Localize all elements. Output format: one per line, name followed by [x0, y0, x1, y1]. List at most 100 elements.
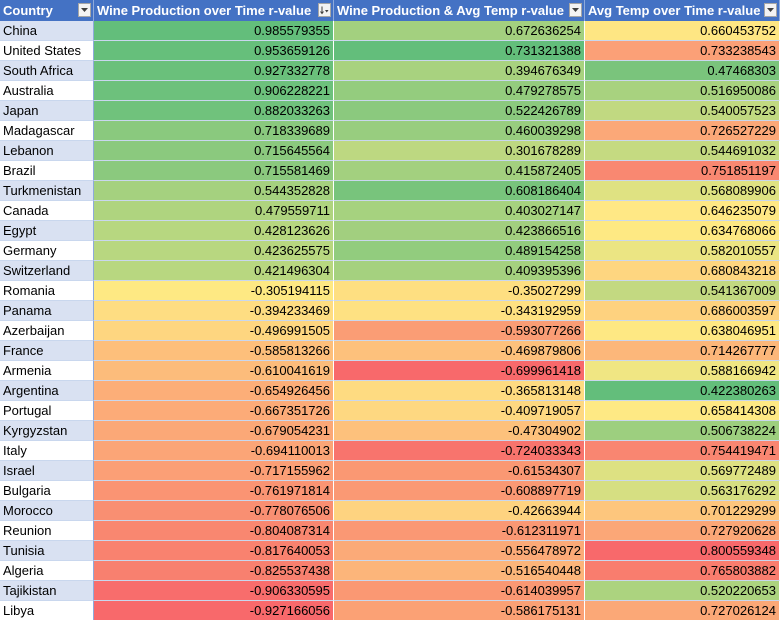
country-cell[interactable]: Italy	[0, 441, 94, 461]
avg-temp-over-time-cell[interactable]: 0.506738224	[585, 421, 780, 441]
wine-production-over-time-cell[interactable]: -0.496991505	[94, 321, 334, 341]
avg-temp-over-time-cell[interactable]: 0.727920628	[585, 521, 780, 541]
country-cell[interactable]: Brazil	[0, 161, 94, 181]
wine-production-avg-temp-cell[interactable]: 0.301678289	[334, 141, 585, 161]
wine-production-over-time-cell[interactable]: 0.718339689	[94, 121, 334, 141]
avg-temp-over-time-cell[interactable]: 0.634768066	[585, 221, 780, 241]
wine-production-over-time-cell[interactable]: 0.953659126	[94, 41, 334, 61]
wine-production-avg-temp-cell[interactable]: -0.47304902	[334, 421, 585, 441]
country-cell[interactable]: Tunisia	[0, 541, 94, 561]
avg-temp-over-time-cell[interactable]: 0.726527229	[585, 121, 780, 141]
wine-production-avg-temp-cell[interactable]: -0.724033343	[334, 441, 585, 461]
wine-production-over-time-cell[interactable]: -0.927166056	[94, 601, 334, 620]
country-cell[interactable]: Germany	[0, 241, 94, 261]
wine-production-avg-temp-cell[interactable]: -0.556478972	[334, 541, 585, 561]
wine-production-over-time-cell[interactable]: -0.761971814	[94, 481, 334, 501]
wine-production-over-time-cell[interactable]: 0.428123626	[94, 221, 334, 241]
wine-production-avg-temp-cell[interactable]: 0.409395396	[334, 261, 585, 281]
avg-temp-over-time-cell[interactable]: 0.569772489	[585, 461, 780, 481]
filter-dropdown-icon[interactable]	[78, 3, 91, 17]
avg-temp-over-time-cell[interactable]: 0.686003597	[585, 301, 780, 321]
wine-production-avg-temp-cell[interactable]: -0.612311971	[334, 521, 585, 541]
country-cell[interactable]: Bulgaria	[0, 481, 94, 501]
wine-production-over-time-cell[interactable]: -0.906330595	[94, 581, 334, 601]
wine-production-avg-temp-cell[interactable]: 0.423866516	[334, 221, 585, 241]
sort-descending-filter-icon[interactable]	[318, 3, 331, 17]
wine-production-over-time-cell[interactable]: 0.544352828	[94, 181, 334, 201]
country-cell[interactable]: Armenia	[0, 361, 94, 381]
wine-production-over-time-cell[interactable]: -0.679054231	[94, 421, 334, 441]
avg-temp-over-time-cell[interactable]: 0.646235079	[585, 201, 780, 221]
avg-temp-over-time-cell[interactable]: 0.520220653	[585, 581, 780, 601]
country-cell[interactable]: Tajikistan	[0, 581, 94, 601]
avg-temp-over-time-cell[interactable]: 0.658414308	[585, 401, 780, 421]
wine-production-over-time-cell[interactable]: -0.610041619	[94, 361, 334, 381]
country-cell[interactable]: Argentina	[0, 381, 94, 401]
wine-production-avg-temp-cell[interactable]: -0.699961418	[334, 361, 585, 381]
country-cell[interactable]: China	[0, 21, 94, 41]
wine-production-over-time-cell[interactable]: -0.394233469	[94, 301, 334, 321]
wine-production-avg-temp-cell[interactable]: -0.365813148	[334, 381, 585, 401]
wine-production-over-time-cell[interactable]: 0.715581469	[94, 161, 334, 181]
country-cell[interactable]: Algeria	[0, 561, 94, 581]
country-cell[interactable]: Lebanon	[0, 141, 94, 161]
header-wine-production-avg-temp[interactable]: Wine Production & Avg Temp r-value	[334, 0, 585, 21]
avg-temp-over-time-cell[interactable]: 0.765803882	[585, 561, 780, 581]
wine-production-avg-temp-cell[interactable]: 0.489154258	[334, 241, 585, 261]
avg-temp-over-time-cell[interactable]: 0.540057523	[585, 101, 780, 121]
header-avg-temp-over-time[interactable]: Avg Temp over Time r-value	[585, 0, 780, 21]
wine-production-avg-temp-cell[interactable]: 0.403027147	[334, 201, 585, 221]
wine-production-over-time-cell[interactable]: -0.717155962	[94, 461, 334, 481]
wine-production-avg-temp-cell[interactable]: -0.409719057	[334, 401, 585, 421]
wine-production-avg-temp-cell[interactable]: -0.343192959	[334, 301, 585, 321]
wine-production-avg-temp-cell[interactable]: -0.35027299	[334, 281, 585, 301]
wine-production-avg-temp-cell[interactable]: 0.672636254	[334, 21, 585, 41]
header-wine-production-over-time[interactable]: Wine Production over Time r-value	[94, 0, 334, 21]
wine-production-avg-temp-cell[interactable]: -0.42663944	[334, 501, 585, 521]
avg-temp-over-time-cell[interactable]: 0.422380263	[585, 381, 780, 401]
header-country[interactable]: Country	[0, 0, 94, 21]
wine-production-over-time-cell[interactable]: -0.585813266	[94, 341, 334, 361]
avg-temp-over-time-cell[interactable]: 0.660453752	[585, 21, 780, 41]
avg-temp-over-time-cell[interactable]: 0.751851197	[585, 161, 780, 181]
avg-temp-over-time-cell[interactable]: 0.588166942	[585, 361, 780, 381]
country-cell[interactable]: Libya	[0, 601, 94, 620]
country-cell[interactable]: Australia	[0, 81, 94, 101]
wine-production-over-time-cell[interactable]: -0.817640053	[94, 541, 334, 561]
avg-temp-over-time-cell[interactable]: 0.800559348	[585, 541, 780, 561]
avg-temp-over-time-cell[interactable]: 0.582010557	[585, 241, 780, 261]
avg-temp-over-time-cell[interactable]: 0.727026124	[585, 601, 780, 620]
country-cell[interactable]: Egypt	[0, 221, 94, 241]
wine-production-over-time-cell[interactable]: -0.694110013	[94, 441, 334, 461]
country-cell[interactable]: France	[0, 341, 94, 361]
country-cell[interactable]: Portugal	[0, 401, 94, 421]
avg-temp-over-time-cell[interactable]: 0.516950086	[585, 81, 780, 101]
wine-production-avg-temp-cell[interactable]: 0.608186404	[334, 181, 585, 201]
avg-temp-over-time-cell[interactable]: 0.541367009	[585, 281, 780, 301]
wine-production-over-time-cell[interactable]: 0.906228221	[94, 81, 334, 101]
wine-production-over-time-cell[interactable]: 0.882033263	[94, 101, 334, 121]
avg-temp-over-time-cell[interactable]: 0.563176292	[585, 481, 780, 501]
wine-production-avg-temp-cell[interactable]: -0.516540448	[334, 561, 585, 581]
wine-production-over-time-cell[interactable]: 0.421496304	[94, 261, 334, 281]
wine-production-avg-temp-cell[interactable]: 0.394676349	[334, 61, 585, 81]
wine-production-over-time-cell[interactable]: 0.715645564	[94, 141, 334, 161]
avg-temp-over-time-cell[interactable]: 0.544691032	[585, 141, 780, 161]
wine-production-over-time-cell[interactable]: 0.927332778	[94, 61, 334, 81]
wine-production-avg-temp-cell[interactable]: 0.415872405	[334, 161, 585, 181]
avg-temp-over-time-cell[interactable]: 0.638046951	[585, 321, 780, 341]
country-cell[interactable]: Kyrgyzstan	[0, 421, 94, 441]
wine-production-over-time-cell[interactable]: -0.825537438	[94, 561, 334, 581]
wine-production-avg-temp-cell[interactable]: -0.586175131	[334, 601, 585, 620]
avg-temp-over-time-cell[interactable]: 0.754419471	[585, 441, 780, 461]
wine-production-over-time-cell[interactable]: 0.479559711	[94, 201, 334, 221]
country-cell[interactable]: Panama	[0, 301, 94, 321]
avg-temp-over-time-cell[interactable]: 0.47468303	[585, 61, 780, 81]
country-cell[interactable]: Israel	[0, 461, 94, 481]
country-cell[interactable]: United States	[0, 41, 94, 61]
avg-temp-over-time-cell[interactable]: 0.568089906	[585, 181, 780, 201]
wine-production-avg-temp-cell[interactable]: -0.614039957	[334, 581, 585, 601]
wine-production-over-time-cell[interactable]: 0.423625575	[94, 241, 334, 261]
country-cell[interactable]: Azerbaijan	[0, 321, 94, 341]
wine-production-over-time-cell[interactable]: -0.667351726	[94, 401, 334, 421]
